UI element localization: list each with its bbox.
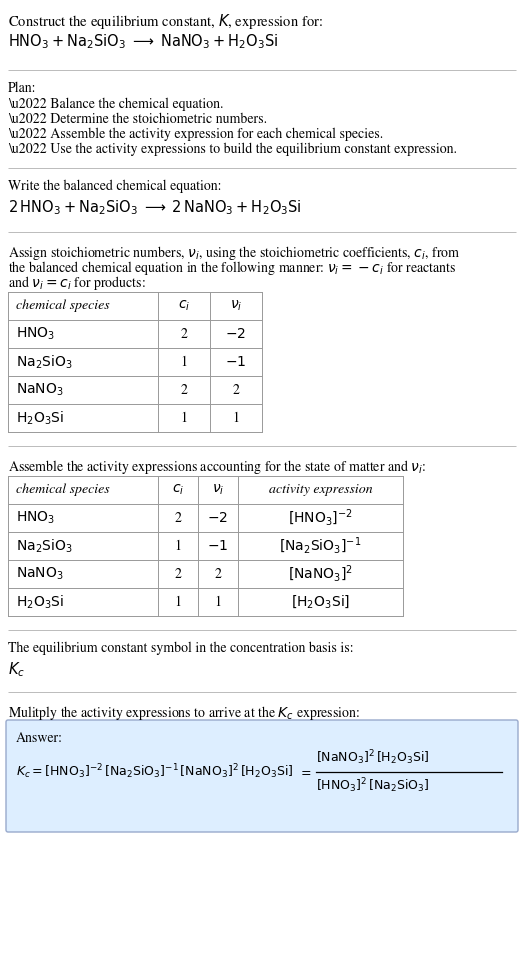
Text: $\mathrm{HNO_3}$: $\mathrm{HNO_3}$	[16, 326, 55, 342]
Text: $\mathrm{HNO_3}$: $\mathrm{HNO_3}$	[16, 509, 55, 527]
Text: $-1$: $-1$	[208, 539, 228, 553]
Text: $\mathrm{HNO_3 + Na_2SiO_3 \;\longrightarrow\; NaNO_3 + H_2O_3Si}$: $\mathrm{HNO_3 + Na_2SiO_3 \;\longrighta…	[8, 32, 278, 51]
Text: chemical species: chemical species	[16, 483, 110, 496]
Text: Plan:: Plan:	[8, 82, 37, 95]
Text: 1: 1	[174, 595, 181, 608]
Text: 1: 1	[214, 595, 222, 608]
Text: $\mathrm{H_2O_3Si}$: $\mathrm{H_2O_3Si}$	[16, 409, 64, 427]
Text: $K_c$: $K_c$	[8, 660, 25, 678]
FancyBboxPatch shape	[6, 720, 518, 832]
Text: $-2$: $-2$	[225, 327, 246, 341]
Text: \u2022 Use the activity expressions to build the equilibrium constant expression: \u2022 Use the activity expressions to b…	[8, 143, 457, 157]
Text: 1: 1	[233, 411, 239, 425]
Text: $[\mathrm{Na_2SiO_3}]^{-1}$: $[\mathrm{Na_2SiO_3}]^{-1}$	[279, 536, 362, 556]
Text: and $\nu_i = c_i$ for products:: and $\nu_i = c_i$ for products:	[8, 274, 146, 292]
Text: 1: 1	[180, 411, 188, 425]
Text: $\mathrm{NaNO_3}$: $\mathrm{NaNO_3}$	[16, 382, 64, 398]
Text: $\nu_i$: $\nu_i$	[212, 482, 224, 497]
Text: The equilibrium constant symbol in the concentration basis is:: The equilibrium constant symbol in the c…	[8, 642, 354, 655]
Text: $\mathrm{Na_2SiO_3}$: $\mathrm{Na_2SiO_3}$	[16, 354, 73, 371]
Text: 2: 2	[174, 567, 181, 580]
Text: $[\mathrm{HNO_3}]^{-2}$: $[\mathrm{HNO_3}]^{-2}$	[288, 507, 353, 529]
Text: $\mathrm{2\,HNO_3 + Na_2SiO_3 \;\longrightarrow\; 2\,NaNO_3 + H_2O_3Si}$: $\mathrm{2\,HNO_3 + Na_2SiO_3 \;\longrig…	[8, 198, 302, 216]
Text: \u2022 Determine the stoichiometric numbers.: \u2022 Determine the stoichiometric numb…	[8, 113, 267, 127]
Text: \u2022 Assemble the activity expression for each chemical species.: \u2022 Assemble the activity expression …	[8, 128, 383, 141]
Text: 1: 1	[180, 356, 188, 369]
Text: $c_i$: $c_i$	[178, 299, 190, 313]
Text: 2: 2	[180, 383, 188, 397]
Text: $-2$: $-2$	[208, 511, 228, 525]
Text: $[\mathrm{NaNO_3}]^{2}$: $[\mathrm{NaNO_3}]^{2}$	[288, 564, 353, 584]
Text: 2: 2	[233, 383, 239, 397]
Text: \u2022 Balance the chemical equation.: \u2022 Balance the chemical equation.	[8, 98, 224, 111]
Text: 2: 2	[180, 328, 188, 341]
Text: Construct the equilibrium constant, $K$, expression for:: Construct the equilibrium constant, $K$,…	[8, 12, 323, 31]
Text: $\mathrm{Na_2SiO_3}$: $\mathrm{Na_2SiO_3}$	[16, 537, 73, 554]
Text: $=$: $=$	[298, 766, 312, 777]
Text: Mulitply the activity expressions to arrive at the $K_c$ expression:: Mulitply the activity expressions to arr…	[8, 704, 360, 722]
Text: $[\mathrm{HNO_3}]^{2}\,[\mathrm{Na_2SiO_3}]$: $[\mathrm{HNO_3}]^{2}\,[\mathrm{Na_2SiO_…	[316, 776, 430, 796]
Text: Assemble the activity expressions accounting for the state of matter and $\nu_i$: Assemble the activity expressions accoun…	[8, 458, 426, 476]
Text: activity expression: activity expression	[269, 483, 373, 496]
Text: 2: 2	[174, 511, 181, 525]
Text: Assign stoichiometric numbers, $\nu_i$, using the stoichiometric coefficients, $: Assign stoichiometric numbers, $\nu_i$, …	[8, 244, 461, 262]
Text: $[\mathrm{NaNO_3}]^{2}\,[\mathrm{H_2O_3Si}]$: $[\mathrm{NaNO_3}]^{2}\,[\mathrm{H_2O_3S…	[316, 749, 430, 767]
Text: $-1$: $-1$	[225, 355, 247, 369]
Text: $K_c = [\mathrm{HNO_3}]^{-2}\,[\mathrm{Na_2SiO_3}]^{-1}\,[\mathrm{NaNO_3}]^{2}\,: $K_c = [\mathrm{HNO_3}]^{-2}\,[\mathrm{N…	[16, 763, 293, 781]
Text: $\nu_i$: $\nu_i$	[230, 299, 242, 313]
Text: $c_i$: $c_i$	[172, 482, 184, 497]
Text: $\mathrm{NaNO_3}$: $\mathrm{NaNO_3}$	[16, 566, 64, 582]
Text: Answer:: Answer:	[16, 732, 63, 746]
Text: 1: 1	[174, 539, 181, 553]
Text: the balanced chemical equation in the following manner: $\nu_i = -c_i$ for react: the balanced chemical equation in the fo…	[8, 259, 456, 277]
Text: chemical species: chemical species	[16, 300, 110, 312]
Text: Write the balanced chemical equation:: Write the balanced chemical equation:	[8, 180, 222, 193]
Text: $[\mathrm{H_2O_3Si}]$: $[\mathrm{H_2O_3Si}]$	[291, 594, 350, 610]
Text: 2: 2	[214, 567, 222, 580]
Text: $\mathrm{H_2O_3Si}$: $\mathrm{H_2O_3Si}$	[16, 593, 64, 610]
